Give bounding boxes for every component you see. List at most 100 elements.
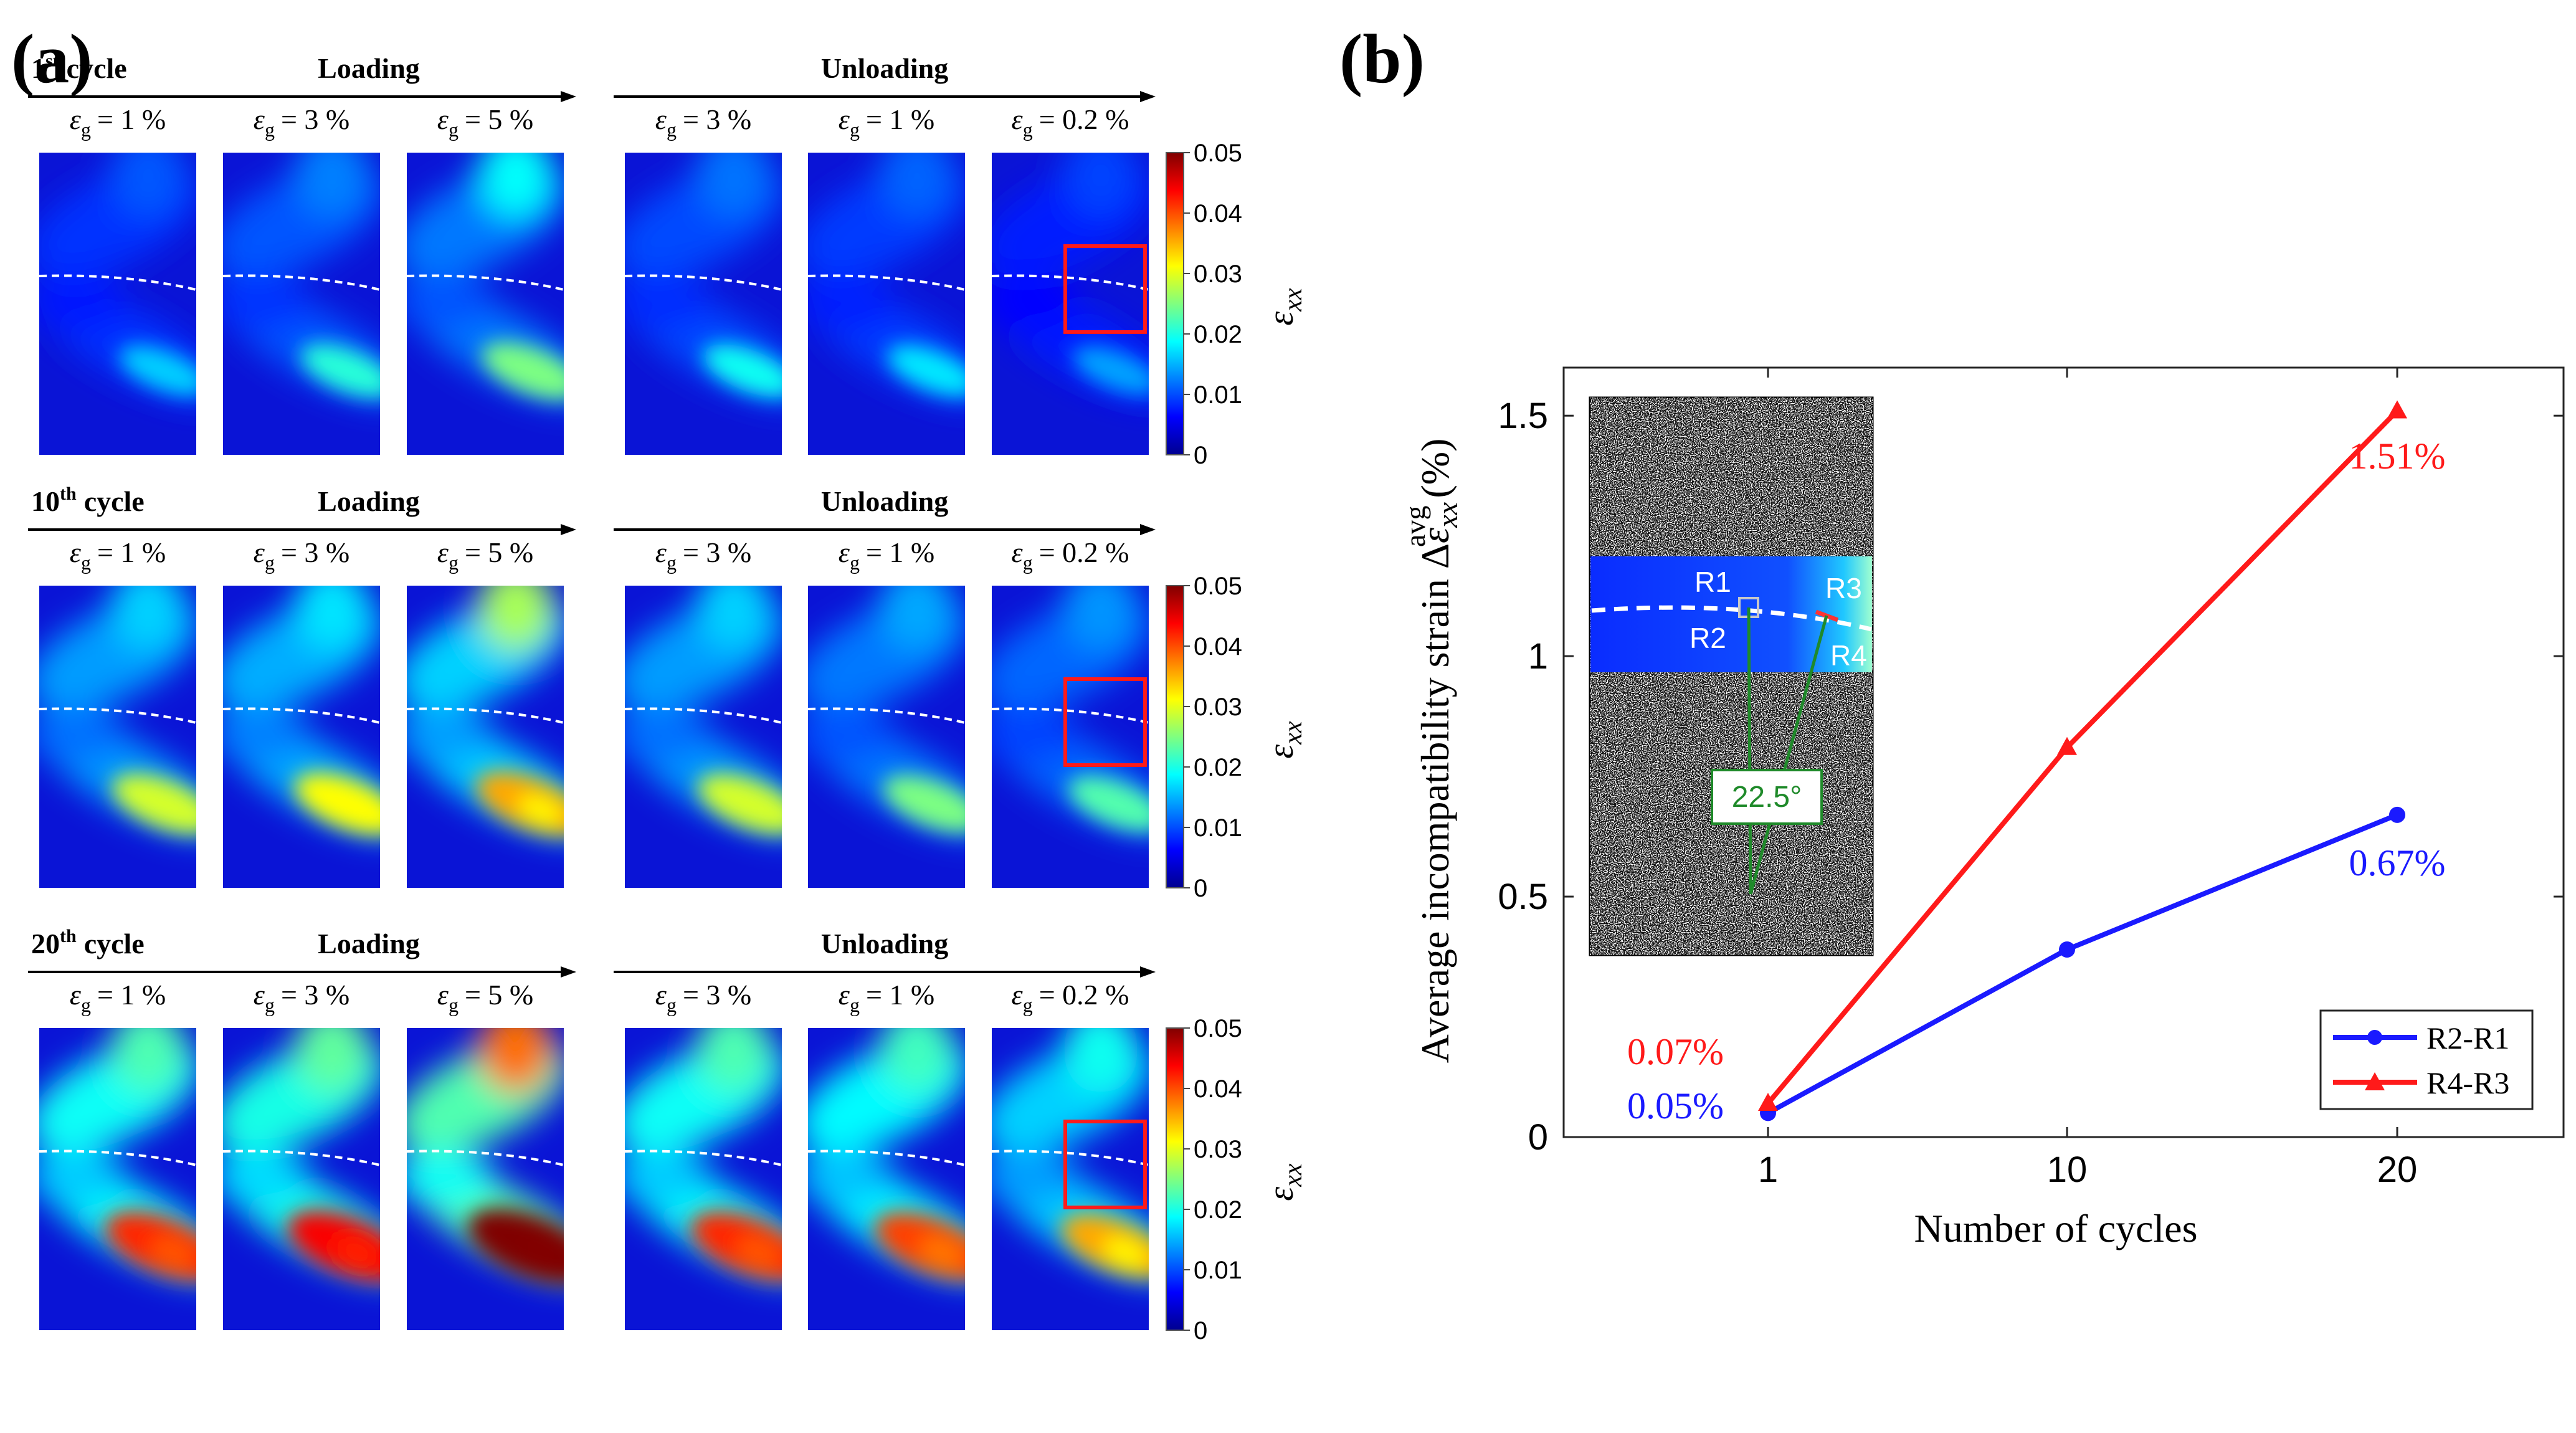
- strain-value: = 3 %: [281, 103, 349, 135]
- series-layer: [1758, 400, 2407, 1121]
- strain-symbol: ε: [655, 536, 667, 568]
- grain-boundary-line: [222, 274, 381, 291]
- strain-symbol: ε: [839, 103, 850, 135]
- colorbar-tick-label: 0.04: [1194, 200, 1242, 227]
- grain-boundary-line: [807, 707, 966, 724]
- unloading-arrowhead: [1140, 91, 1156, 102]
- grain-boundary-line: [807, 274, 966, 291]
- data-point-r4-r3: [1758, 1092, 1778, 1111]
- strain-value: = 0.2 %: [1039, 103, 1129, 135]
- strain-map: [808, 1028, 965, 1330]
- cycle-word: cycle: [84, 928, 145, 959]
- grain-boundary-line: [624, 1150, 782, 1166]
- strain-symbol: ε: [254, 536, 265, 568]
- strain-map: [407, 586, 564, 888]
- strain-subscript: g: [1023, 994, 1033, 1016]
- grain-boundary-line: [406, 274, 564, 291]
- grain-boundary-line: [624, 707, 782, 724]
- strain-map: [992, 586, 1149, 888]
- loading-arrowhead: [561, 524, 576, 535]
- strain-value: = 3 %: [281, 979, 349, 1011]
- data-labels: 0.05% 0.67% 0.07% 1.51%: [1627, 436, 2445, 1126]
- x-tick-label: 1: [1758, 1150, 1778, 1190]
- strain-value: = 1 %: [97, 536, 166, 568]
- colorbar-label-main: ε: [1260, 312, 1301, 326]
- colorbar-tick-label: 0: [1194, 875, 1207, 902]
- inset-boundary-line: [1591, 605, 1872, 632]
- strain-value: = 3 %: [683, 979, 751, 1011]
- colorbar-tick-label: 0: [1194, 1317, 1207, 1345]
- colorbar-tick-label: 0.05: [1194, 573, 1242, 600]
- strain-subscript: g: [850, 118, 860, 141]
- unloading-label: Unloading: [821, 928, 949, 959]
- strain-subscript: g: [850, 551, 860, 574]
- x-axis: 1 10 20: [1758, 368, 2417, 1190]
- y-axis-label-suffix: (%): [1413, 439, 1457, 498]
- grain-boundary-line: [406, 1150, 564, 1166]
- legend-label-r4-r3: R4-R3: [2426, 1065, 2509, 1100]
- data-point-r4-r3: [2057, 736, 2077, 755]
- colorbar-tick-label: 0: [1194, 442, 1207, 469]
- x-tick-label: 10: [2047, 1150, 2088, 1190]
- inset-angle-line-2: [1749, 615, 1828, 895]
- grain-boundary-line: [624, 274, 782, 291]
- strain-subscript: g: [449, 118, 459, 141]
- loading-label: Loading: [318, 52, 420, 84]
- strain-level-label: εg = 5 %: [437, 536, 533, 574]
- grain-boundary-line: [991, 1150, 1149, 1166]
- strain-level-label: εg = 3 %: [254, 103, 349, 141]
- data-point-r2-r1: [2389, 806, 2405, 823]
- strain-subscript: g: [265, 551, 275, 574]
- grain-boundary-line: [991, 707, 1149, 724]
- strain-map: [407, 153, 564, 455]
- grain-boundary-line: [807, 1150, 966, 1166]
- strain-map: [992, 1028, 1149, 1330]
- colorbar-tick-label: 0.02: [1194, 754, 1242, 781]
- strain-subscript: g: [449, 551, 459, 574]
- strain-level-label: εg = 3 %: [655, 103, 751, 141]
- y-axis-label-symbol: ε: [1413, 527, 1457, 543]
- cycle-number: 20: [31, 928, 60, 959]
- strain-symbol: ε: [1012, 103, 1024, 135]
- grain-boundary-line: [991, 274, 1149, 291]
- strain-level-label: εg = 1 %: [70, 979, 166, 1016]
- unloading-arrowhead: [1140, 966, 1156, 978]
- strain-value: = 0.2 %: [1039, 536, 1129, 568]
- roi-box: [1063, 244, 1147, 334]
- strain-symbol: ε: [437, 979, 449, 1011]
- grain-boundary-line: [222, 707, 381, 724]
- strain-level-label: εg = 3 %: [655, 979, 751, 1016]
- colorbar-label-sub: xx: [1279, 1163, 1308, 1188]
- strain-subscript: g: [850, 994, 860, 1016]
- strain-value: = 1 %: [97, 103, 166, 135]
- colorbar-tick-label: 0.03: [1194, 693, 1242, 721]
- strain-level-label: εg = 1 %: [839, 979, 934, 1016]
- strain-subscript: g: [667, 551, 677, 574]
- strain-subscript: g: [1023, 118, 1033, 141]
- strain-map: [808, 153, 965, 455]
- data-label-r2-r1-last: 0.67%: [2349, 842, 2446, 883]
- panel-b-label: (b): [1339, 21, 1425, 98]
- data-point-r2-r1: [2059, 941, 2075, 958]
- cycle-superscript: th: [60, 926, 77, 946]
- strain-value: = 1 %: [866, 536, 934, 568]
- colorbar-label-main: ε: [1260, 1187, 1301, 1201]
- strain-level-label: εg = 1 %: [839, 103, 934, 141]
- legend: R2-R1 R4-R3: [2319, 1009, 2534, 1110]
- strain-map: [625, 586, 782, 888]
- unloading-label: Unloading: [821, 52, 949, 84]
- cycle-title: 20th cycle: [31, 926, 145, 959]
- strain-level-label: εg = 3 %: [254, 536, 349, 574]
- y-axis-label-sub: xx: [1432, 502, 1463, 528]
- strain-symbol: ε: [839, 979, 850, 1011]
- grain-boundary-line: [39, 1150, 197, 1166]
- strain-subscript: g: [265, 118, 275, 141]
- colorbar-label-sub: xx: [1279, 288, 1308, 312]
- strain-map: [223, 586, 380, 888]
- strain-subscript: g: [81, 551, 91, 574]
- roi-box: [1063, 1120, 1147, 1209]
- strain-level-label: εg = 0.2 %: [1012, 103, 1129, 141]
- inset-angle-line-1: [1747, 607, 1752, 895]
